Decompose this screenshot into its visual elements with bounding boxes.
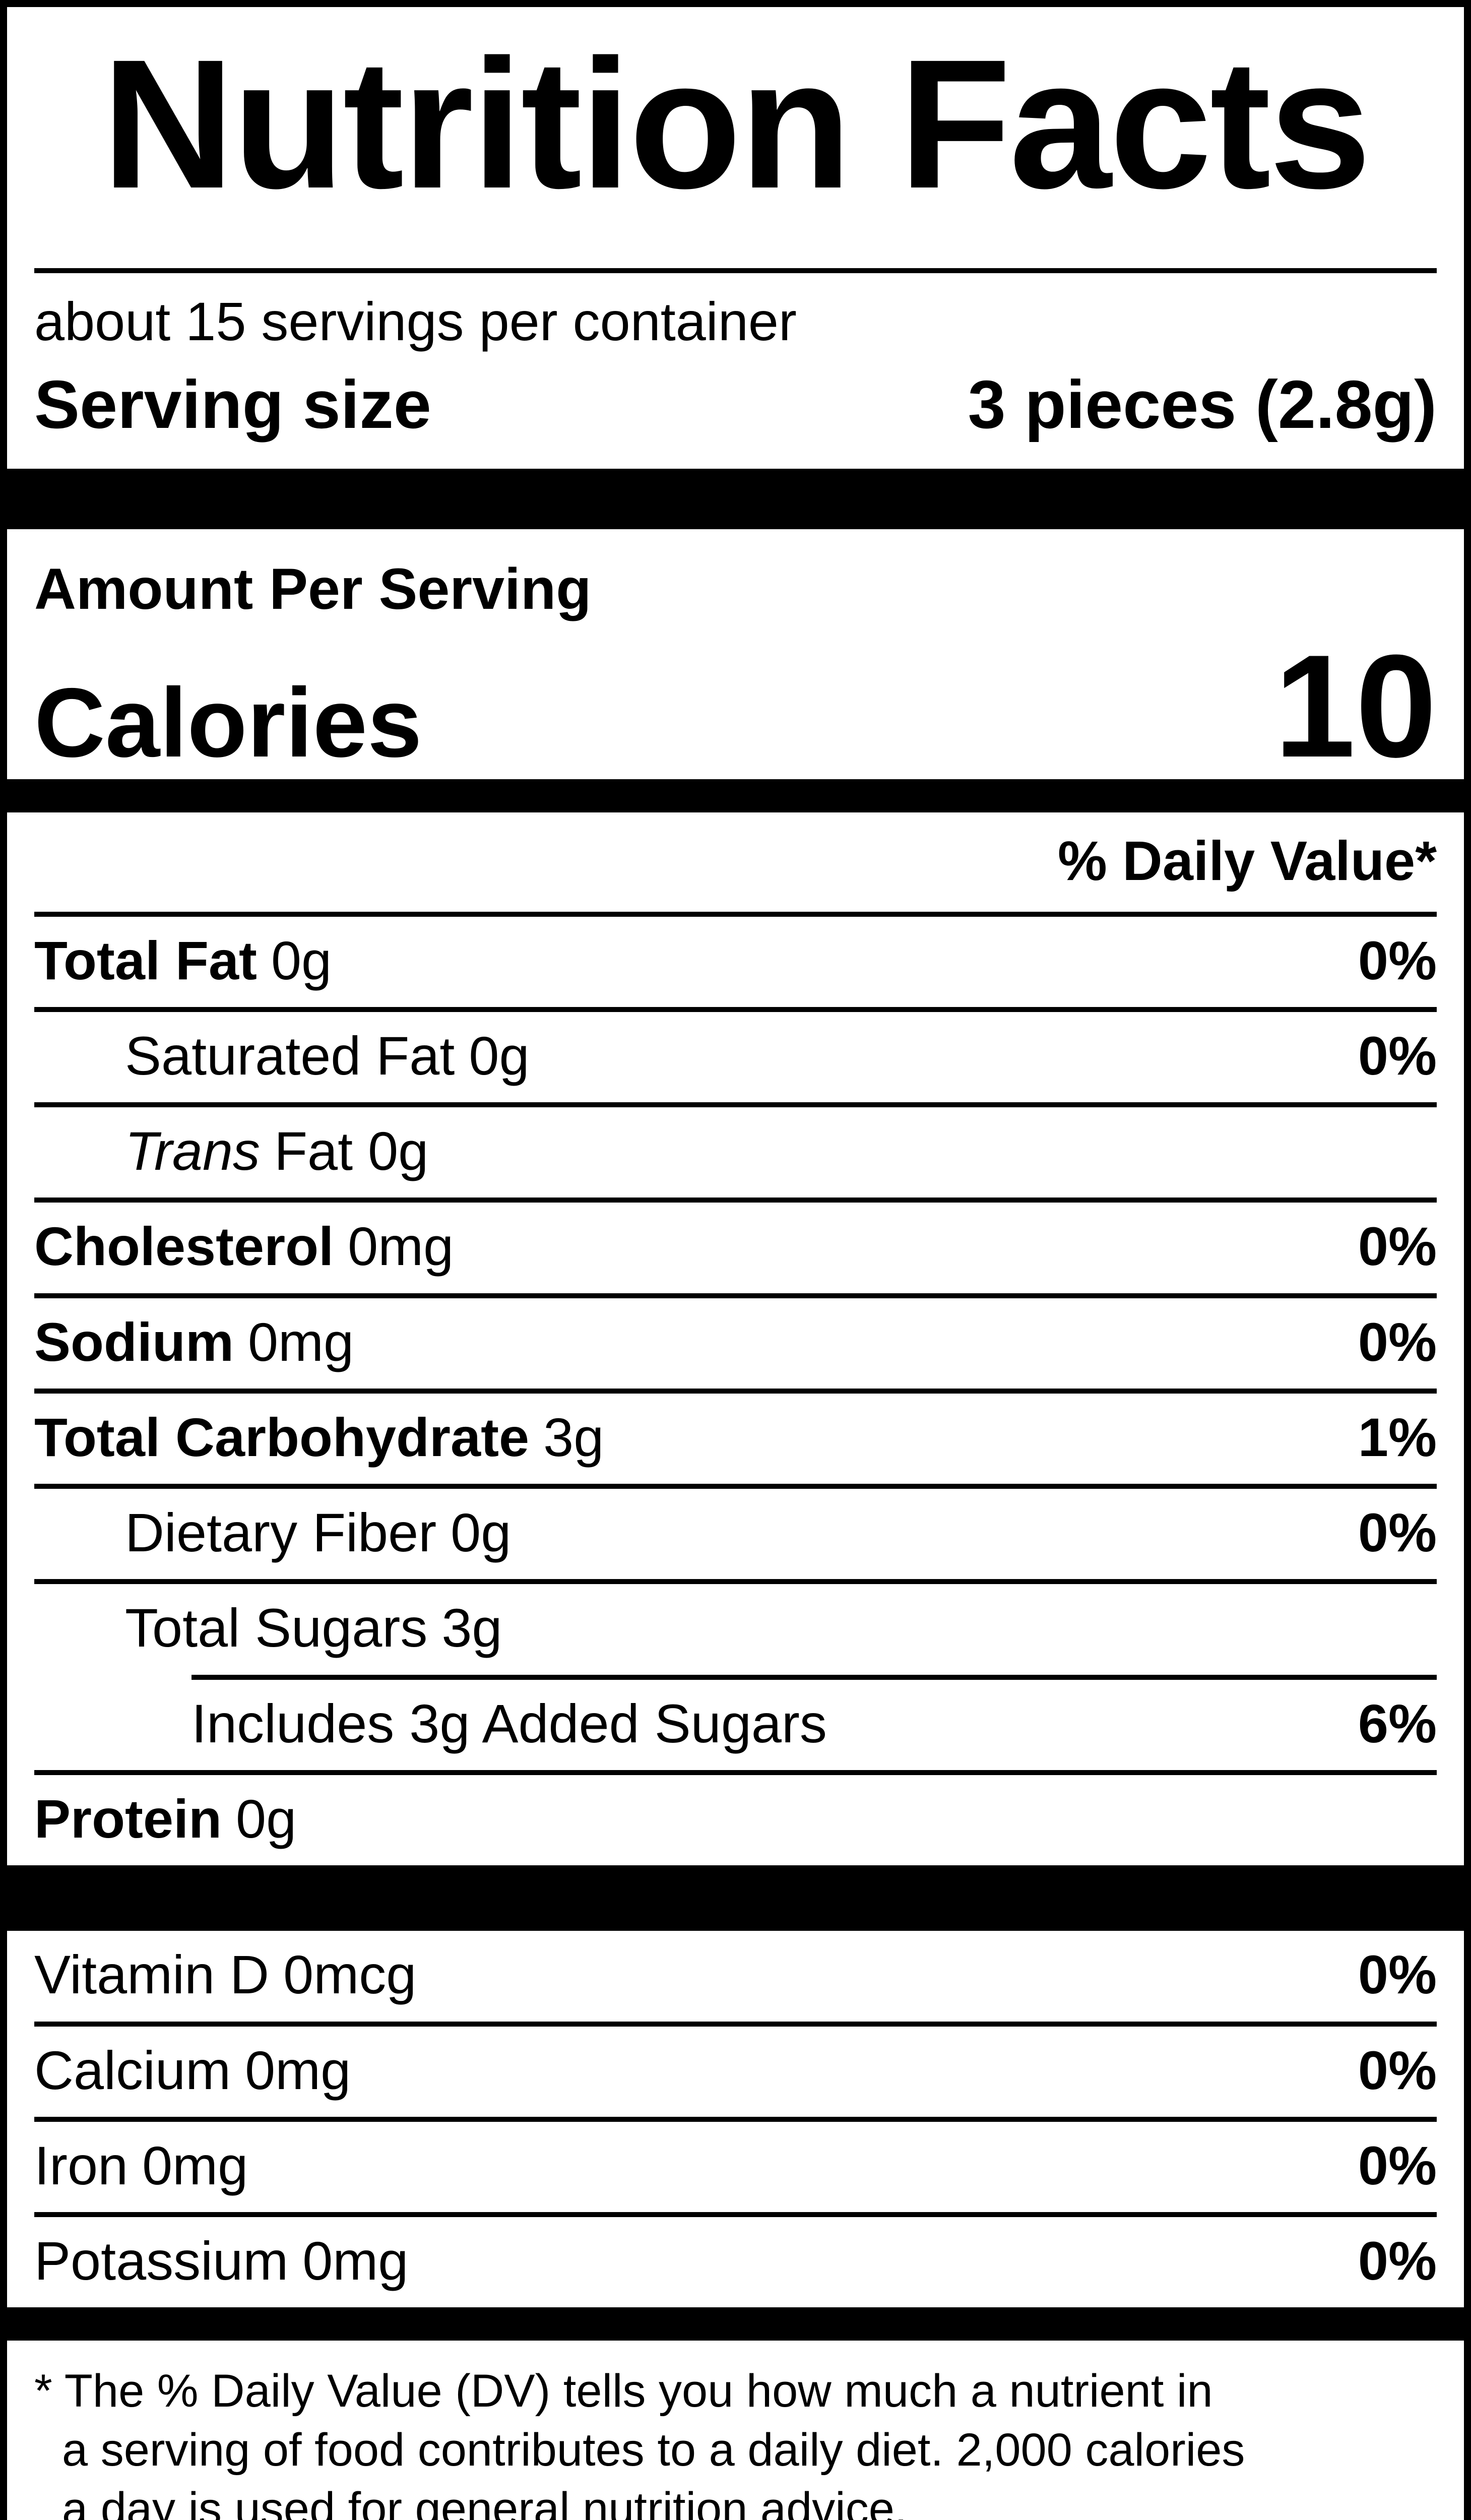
micronutrient-row-iron: Iron 0mg 0% xyxy=(34,2116,1437,2212)
nutrient-name: Trans xyxy=(125,1120,261,1182)
medium-separator-bar xyxy=(7,779,1464,813)
daily-value-footnote: * The % Daily Value (DV) tells you how m… xyxy=(34,2362,1437,2520)
nutrient-dv: 0% xyxy=(1358,1311,1437,1372)
micronutrient-row-calcium: Calcium 0mg 0% xyxy=(34,2021,1437,2117)
footnote-line: a serving of food contributes to a daily… xyxy=(62,2424,1245,2476)
calories-value: 10 xyxy=(1274,624,1437,788)
nutrient-row-added-sugars: Includes 3g Added Sugars 6% xyxy=(191,1674,1437,1770)
label-title: Nutrition Facts xyxy=(101,22,1371,227)
nutrient-amount: 0g xyxy=(451,1502,511,1563)
serving-size-label: Serving size xyxy=(34,366,431,443)
medium-separator-bar xyxy=(7,2307,1464,2341)
nutrient-row-total-carbohydrate: Total Carbohydrate 3g 1% xyxy=(34,1388,1437,1484)
nutrient-row-total-fat: Total Fat 0g 0% xyxy=(34,911,1437,1007)
micronutrient-row-vitamin-d: Vitamin D 0mcg 0% xyxy=(34,1931,1437,2021)
nutrient-name: Dietary Fiber xyxy=(125,1502,437,1563)
nutrient-row-saturated-fat: Saturated Fat 0g 0% xyxy=(34,1006,1437,1102)
nutrient-amount: 0mg xyxy=(302,2230,409,2292)
thick-separator-bar xyxy=(7,469,1464,530)
nutrient-amount: 0mg xyxy=(247,1311,354,1372)
nutrient-amount: 0mcg xyxy=(283,1944,417,2005)
serving-size-row: Serving size 3 pieces (2.8g) xyxy=(34,360,1437,449)
nutrient-amount: 0g xyxy=(236,1788,297,1849)
divider-under-title xyxy=(34,268,1437,274)
nutrient-dv: 0% xyxy=(1358,1216,1437,1277)
nutrient-row-sodium: Sodium 0mg 0% xyxy=(34,1293,1437,1389)
calories-label: Calories xyxy=(34,668,422,778)
nutrient-amount: 0g xyxy=(469,1025,530,1086)
amount-per-serving-label: Amount Per Serving xyxy=(34,557,592,622)
nutrient-row-total-sugars: Total Sugars 3g xyxy=(34,1579,1437,1674)
daily-value-header: % Daily Value* xyxy=(1057,830,1437,893)
nutrient-name: Cholesterol xyxy=(34,1216,334,1277)
nutrient-amount: 0mg xyxy=(245,2039,351,2101)
nutrient-amount: 0mg xyxy=(348,1216,454,1277)
nutrient-name: Vitamin D xyxy=(34,1944,270,2005)
nutrient-name: Protein xyxy=(34,1788,222,1849)
nutrient-dv: 1% xyxy=(1358,1406,1437,1468)
nutrient-name: Sodium xyxy=(34,1311,234,1372)
footnote-line: a day is used for general nutrition advi… xyxy=(62,2483,908,2520)
thick-separator-bar xyxy=(7,1865,1464,1931)
nutrient-name: Total Carbohydrate xyxy=(34,1406,530,1468)
servings-per-container: about 15 servings per container xyxy=(34,291,797,352)
footnote-line: * The % Daily Value (DV) tells you how m… xyxy=(34,2365,1213,2417)
nutrient-row-cholesterol: Cholesterol 0mg 0% xyxy=(34,1198,1437,1293)
nutrient-row-trans-fat: Trans Fat 0g xyxy=(34,1102,1437,1198)
nutrient-amount: 3g xyxy=(543,1406,604,1468)
nutrient-dv: 0% xyxy=(1358,2039,1437,2101)
nutrient-name: Calcium xyxy=(34,2039,231,2101)
calories-row: Calories 10 xyxy=(34,633,1437,779)
micronutrient-row-potassium: Potassium 0mg 0% xyxy=(34,2212,1437,2307)
nutrient-dv: 0% xyxy=(1358,1944,1437,2005)
nutrient-amount: 0g xyxy=(271,929,332,991)
nutrient-dv: 0% xyxy=(1358,929,1437,991)
nutrient-dv: 0% xyxy=(1358,1025,1437,1086)
nutrient-dv: 6% xyxy=(1358,1692,1437,1754)
nutrient-dv: 0% xyxy=(1358,2230,1437,2292)
nutrient-row-dietary-fiber: Dietary Fiber 0g 0% xyxy=(34,1484,1437,1579)
nutrient-name: Total Fat xyxy=(34,929,257,991)
nutrient-dv: 0% xyxy=(1358,1502,1437,1563)
nutrient-dv: 0% xyxy=(1358,2134,1437,2196)
nutrient-name: Potassium xyxy=(34,2230,289,2292)
nutrient-row-protein: Protein 0g xyxy=(34,1770,1437,1865)
nutrient-name: Includes 3g Added Sugars xyxy=(191,1692,827,1754)
nutrient-amount: Fat 0g xyxy=(274,1120,429,1182)
nutrient-name: Iron xyxy=(34,2134,129,2196)
nutrient-name: Saturated Fat xyxy=(125,1025,455,1086)
nutrient-name: Total Sugars xyxy=(125,1597,428,1659)
nutrient-amount: 0mg xyxy=(142,2134,248,2196)
nutrient-amount: 3g xyxy=(441,1597,502,1659)
serving-size-value: 3 pieces (2.8g) xyxy=(968,366,1437,443)
